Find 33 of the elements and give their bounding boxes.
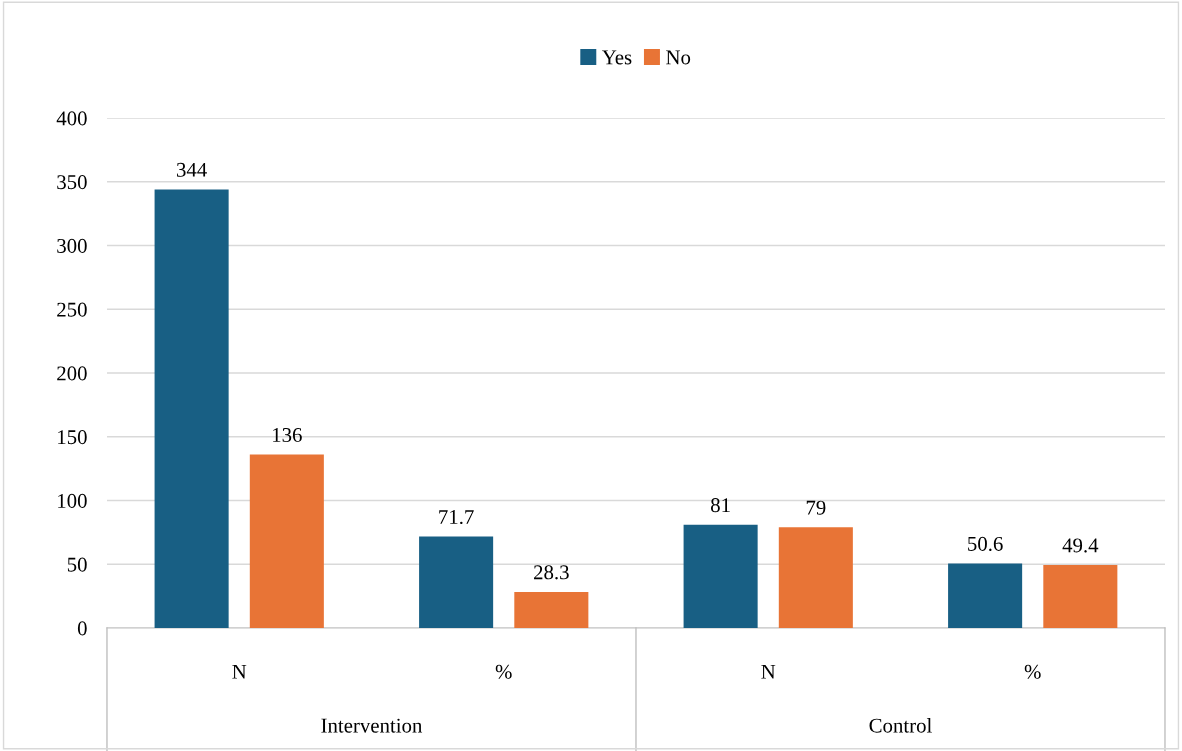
text: Intervention	[321, 718, 423, 733]
x-tick-label: %	[495, 664, 512, 679]
bar	[419, 536, 494, 628]
text: Control	[869, 717, 932, 733]
y-tick-label: 350	[57, 175, 87, 190]
data-label: 81	[710, 498, 730, 513]
bar	[1043, 565, 1118, 628]
legend-label: No	[666, 50, 691, 65]
data-label: 79	[806, 500, 826, 515]
y-tick-label: 150	[58, 430, 87, 445]
y-tick-label: 200	[57, 366, 87, 381]
y-tick-label: 50	[67, 557, 87, 572]
bar	[778, 527, 853, 628]
x-tick-label: N	[761, 664, 776, 679]
bar	[249, 454, 324, 628]
y-tick-label: 250	[57, 302, 87, 317]
data-label: 50.6	[968, 536, 1003, 551]
data-label: 71.7	[439, 510, 474, 525]
bar	[514, 591, 589, 628]
legend-label: Yes	[602, 50, 632, 65]
y-tick-label: 300	[57, 238, 87, 253]
data-label: 28.3	[534, 565, 569, 580]
bar	[154, 189, 229, 628]
data-label: 49.4	[1062, 538, 1099, 553]
x-tick-label: N	[232, 664, 247, 679]
data-label: 344	[176, 162, 207, 177]
bar	[683, 524, 758, 628]
y-tick-label: 0	[77, 621, 87, 636]
y-tick-label: 100	[58, 493, 87, 508]
bar	[948, 563, 1023, 628]
data-label: 136	[273, 428, 302, 443]
y-tick-label: 400	[56, 111, 87, 126]
x-tick-label: %	[1024, 664, 1041, 679]
